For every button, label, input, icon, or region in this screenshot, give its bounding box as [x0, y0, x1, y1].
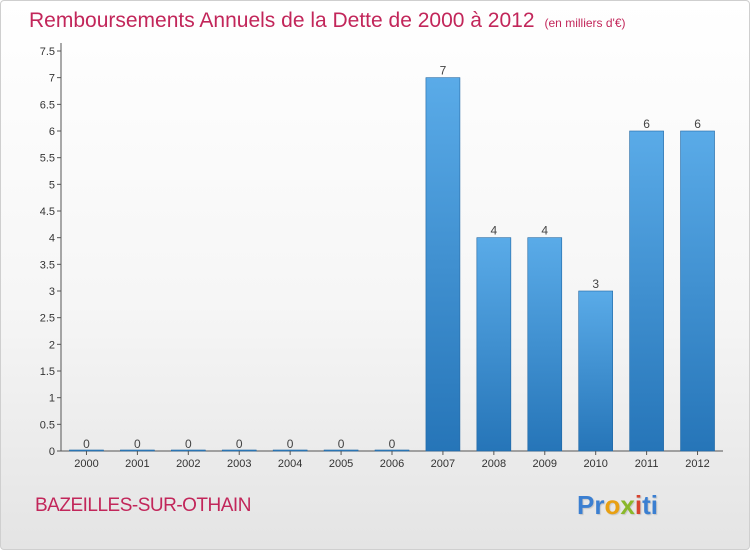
x-tick-label: 2012: [685, 458, 709, 470]
data-label: 0: [236, 437, 243, 451]
data-label: 0: [185, 437, 192, 451]
bar: [527, 237, 563, 452]
logo-part: Pr: [577, 490, 605, 520]
data-label: 0: [287, 437, 294, 451]
chart-title-text: Remboursements Annuels de la Dette de 20…: [29, 9, 535, 32]
bar: [629, 130, 664, 452]
proxiti-logo: Proxiti: [577, 490, 658, 521]
logo-part: x: [620, 490, 635, 520]
x-tick-label: 2009: [533, 458, 557, 470]
x-tick-label: 2003: [227, 458, 251, 470]
logo-part: o: [604, 490, 621, 520]
x-tick-label: 2007: [431, 458, 455, 470]
x-tick-label: 2000: [74, 458, 98, 470]
y-tick-label: 4: [49, 233, 55, 245]
y-tick-label: 0.5: [40, 419, 55, 431]
y-tick-label: 6: [49, 126, 55, 138]
data-label: 7: [440, 64, 447, 78]
data-label: 6: [694, 117, 701, 131]
x-tick-label: 2005: [329, 458, 353, 470]
y-tick-label: 7: [49, 73, 55, 85]
x-tick-label: 2002: [176, 458, 200, 470]
x-tick-label: 2001: [125, 458, 149, 470]
data-label: 6: [643, 117, 650, 131]
y-tick-label: 5: [49, 179, 55, 191]
y-tick-label: 3: [49, 286, 55, 298]
y-tick-label: 1: [49, 393, 55, 405]
y-tick-label: 6.5: [40, 99, 55, 111]
data-label: 0: [389, 437, 396, 451]
bar: [680, 130, 715, 452]
data-label: 3: [592, 277, 599, 291]
data-label: 0: [83, 437, 90, 451]
logo-part: ti: [642, 490, 658, 520]
bar: [425, 77, 461, 452]
commune-name: BAZEILLES-SUR-OTHAIN: [35, 495, 251, 516]
logo-part: i: [634, 490, 643, 520]
bar: [578, 290, 613, 452]
chart-title: Remboursements Annuels de la Dette de 20…: [29, 9, 626, 33]
y-tick-label: 1.5: [40, 366, 55, 378]
y-tick-label: 5.5: [40, 153, 55, 165]
x-tick-label: 2008: [482, 458, 506, 470]
y-tick-label: 7.5: [40, 46, 55, 58]
chart-unit: (en milliers d'€): [544, 16, 626, 30]
data-label: 0: [134, 437, 141, 451]
data-label: 0: [338, 437, 345, 451]
x-tick-label: 2004: [278, 458, 302, 470]
y-tick-label: 2: [49, 339, 55, 351]
y-tick-label: 0: [49, 446, 55, 458]
data-label: 4: [541, 224, 548, 238]
x-tick-label: 2011: [635, 458, 659, 470]
bar: [476, 237, 512, 452]
x-tick-label: 2006: [380, 458, 404, 470]
y-tick-label: 3.5: [40, 259, 55, 271]
y-tick-label: 4.5: [40, 206, 55, 218]
y-tick-label: 2.5: [40, 313, 55, 325]
x-tick-label: 2010: [583, 458, 607, 470]
data-label: 4: [491, 224, 498, 238]
